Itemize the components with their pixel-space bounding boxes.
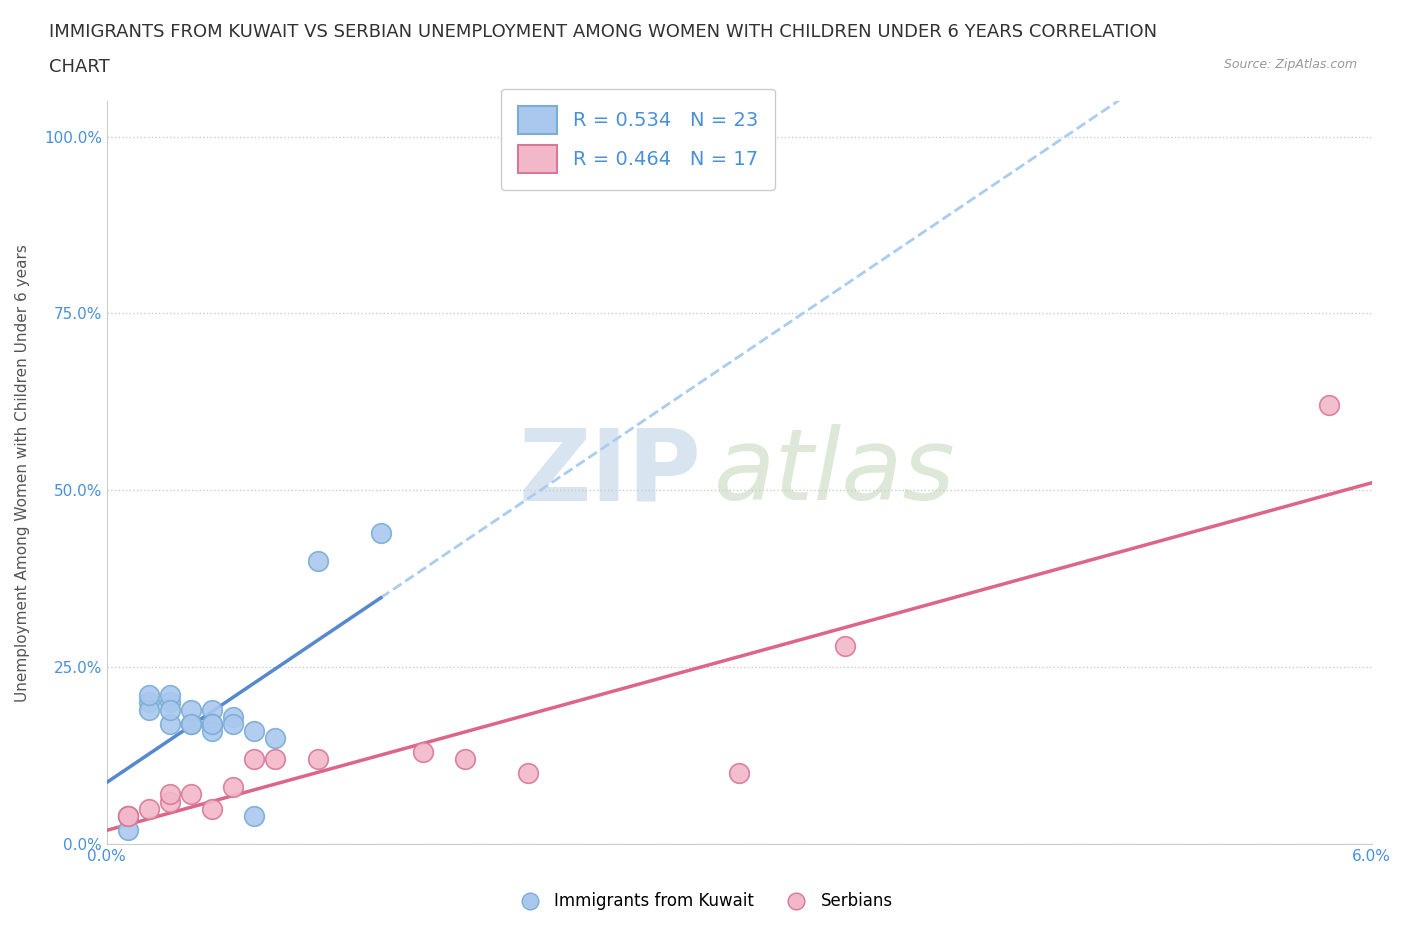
Point — [1319, 398, 1341, 413]
Point — [180, 716, 202, 731]
Point — [307, 751, 329, 766]
Point — [243, 724, 266, 738]
Text: IMMIGRANTS FROM KUWAIT VS SERBIAN UNEMPLOYMENT AMONG WOMEN WITH CHILDREN UNDER 6: IMMIGRANTS FROM KUWAIT VS SERBIAN UNEMPL… — [49, 23, 1157, 41]
Point — [307, 553, 329, 568]
Point — [180, 787, 202, 802]
Point — [222, 710, 245, 724]
Point — [117, 808, 139, 823]
Point — [264, 751, 287, 766]
Point — [201, 724, 224, 738]
Point — [201, 801, 224, 816]
Point — [222, 716, 245, 731]
Point — [138, 702, 160, 717]
Point — [834, 639, 856, 654]
Point — [728, 765, 751, 780]
Text: ZIP: ZIP — [519, 424, 702, 521]
Point — [454, 751, 477, 766]
Point — [517, 765, 540, 780]
Point — [117, 822, 139, 837]
Point — [138, 801, 160, 816]
Text: CHART: CHART — [49, 58, 110, 75]
Point — [159, 702, 181, 717]
Point — [243, 751, 266, 766]
Y-axis label: Unemployment Among Women with Children Under 6 years: Unemployment Among Women with Children U… — [15, 244, 30, 701]
Point — [370, 525, 392, 540]
Legend: R = 0.534   N = 23, R = 0.464   N = 17: R = 0.534 N = 23, R = 0.464 N = 17 — [501, 88, 775, 191]
Point — [159, 787, 181, 802]
Point — [159, 716, 181, 731]
Text: atlas: atlas — [714, 424, 956, 521]
Point — [159, 794, 181, 809]
Point — [264, 730, 287, 745]
Point — [201, 716, 224, 731]
Point — [159, 688, 181, 703]
Point — [117, 808, 139, 823]
Point — [138, 695, 160, 710]
Point — [138, 688, 160, 703]
Point — [159, 695, 181, 710]
Point — [201, 716, 224, 731]
Point — [180, 702, 202, 717]
Legend: Immigrants from Kuwait, Serbians: Immigrants from Kuwait, Serbians — [506, 885, 900, 917]
Point — [180, 716, 202, 731]
Point — [117, 808, 139, 823]
Point — [412, 745, 434, 760]
Text: Source: ZipAtlas.com: Source: ZipAtlas.com — [1223, 58, 1357, 71]
Point — [222, 780, 245, 795]
Point — [201, 702, 224, 717]
Point — [243, 808, 266, 823]
